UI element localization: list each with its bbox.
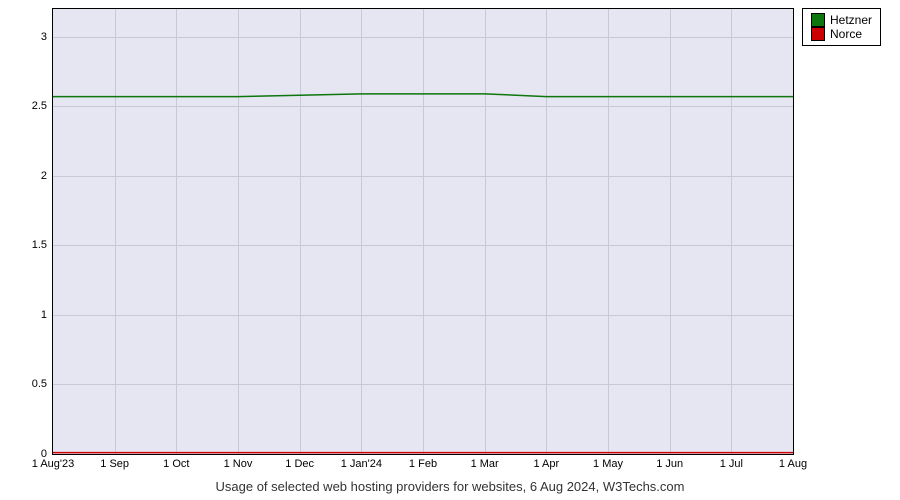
y-axis-tick-label: 2.5 bbox=[32, 100, 53, 112]
legend-label: Norce bbox=[830, 27, 862, 41]
legend-item-norce: Norce bbox=[811, 27, 872, 41]
legend: HetznerNorce bbox=[802, 8, 881, 46]
x-axis-tick-label: 1 Mar bbox=[471, 454, 499, 470]
x-axis-tick-label: 1 Feb bbox=[409, 454, 437, 470]
y-axis-tick-label: 1 bbox=[41, 309, 53, 321]
plot-area: 00.511.522.531 Aug'231 Sep1 Oct1 Nov1 De… bbox=[52, 8, 794, 455]
chart-container: 00.511.522.531 Aug'231 Sep1 Oct1 Nov1 De… bbox=[0, 0, 900, 500]
legend-item-hetzner: Hetzner bbox=[811, 13, 872, 27]
x-axis-tick-label: 1 Aug bbox=[779, 454, 807, 470]
y-axis-tick-label: 0.5 bbox=[32, 378, 53, 390]
legend-swatch bbox=[811, 13, 825, 27]
x-axis-tick-label: 1 Aug'23 bbox=[32, 454, 74, 470]
x-axis-tick-label: 1 Dec bbox=[285, 454, 314, 470]
x-axis-tick-label: 1 Oct bbox=[163, 454, 189, 470]
series-line-hetzner bbox=[53, 94, 793, 97]
x-axis-tick-label: 1 Nov bbox=[224, 454, 253, 470]
x-axis-tick-label: 1 Jun bbox=[656, 454, 683, 470]
x-axis-tick-label: 1 Jul bbox=[720, 454, 743, 470]
y-axis-tick-label: 3 bbox=[41, 31, 53, 43]
y-axis-tick-label: 1.5 bbox=[32, 239, 53, 251]
x-axis-tick-label: 1 Sep bbox=[100, 454, 129, 470]
chart-caption: Usage of selected web hosting providers … bbox=[0, 479, 900, 494]
x-axis-tick-label: 1 Jan'24 bbox=[341, 454, 382, 470]
legend-swatch bbox=[811, 27, 825, 41]
x-axis-tick-label: 1 Apr bbox=[533, 454, 559, 470]
legend-label: Hetzner bbox=[830, 13, 872, 27]
x-axis-tick-label: 1 May bbox=[593, 454, 623, 470]
series-layer bbox=[53, 9, 793, 454]
y-axis-tick-label: 2 bbox=[41, 170, 53, 182]
